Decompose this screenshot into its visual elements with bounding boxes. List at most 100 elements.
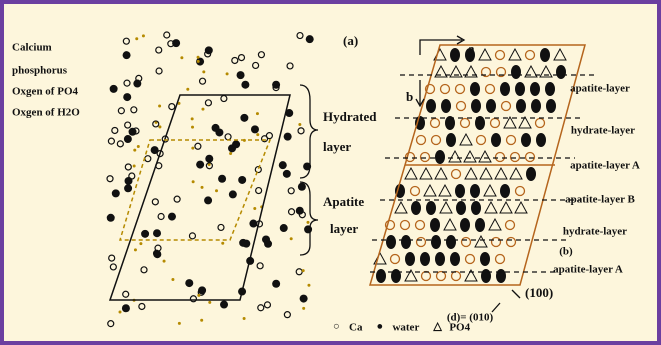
axis-label: b [406, 89, 413, 104]
layer-label: apatite-layer B [565, 194, 635, 206]
atom [133, 165, 136, 168]
water [545, 82, 555, 96]
atom [298, 183, 306, 191]
water [521, 133, 531, 147]
atom [171, 278, 174, 281]
atom [307, 284, 310, 287]
water [426, 99, 436, 113]
atom [172, 39, 180, 47]
atom [215, 189, 218, 192]
atom [238, 176, 246, 184]
legend: Calcium [12, 42, 52, 54]
atom [306, 35, 314, 43]
layer-label: apatite-layer [570, 83, 630, 95]
atom [240, 114, 248, 122]
atom [139, 242, 142, 245]
legend-label: Ca [349, 322, 363, 334]
atom [133, 149, 136, 152]
figure: Calcium phosphorus Oxgen of PO4 Oxgen of… [0, 0, 661, 345]
water [481, 269, 491, 283]
atom [153, 229, 161, 237]
atom [191, 147, 194, 150]
atom [221, 242, 224, 245]
axis-label: a [468, 41, 475, 56]
atom [300, 295, 308, 303]
atom [125, 177, 133, 185]
atom [204, 196, 212, 204]
atom [185, 279, 193, 287]
water [531, 99, 541, 113]
atom [191, 117, 194, 120]
atom [202, 70, 205, 73]
legend-symbol: ○ [333, 321, 340, 333]
atom [135, 37, 138, 40]
atom [302, 307, 305, 310]
atom [201, 108, 204, 111]
water [556, 65, 566, 79]
water [430, 218, 440, 232]
atom [197, 60, 200, 63]
atom [107, 214, 115, 222]
atom [137, 145, 140, 148]
atom [124, 135, 132, 143]
water [511, 65, 521, 79]
water [391, 269, 401, 283]
water [471, 201, 481, 215]
water [411, 201, 421, 215]
water [500, 184, 510, 198]
water [435, 252, 445, 266]
frame [2, 2, 659, 343]
atom [256, 112, 259, 115]
atom [142, 34, 145, 37]
water [376, 269, 386, 283]
atom [201, 186, 204, 189]
atom [296, 207, 304, 215]
legend: Oxgen of H2O [12, 107, 80, 119]
water [515, 82, 525, 96]
atom [123, 51, 131, 59]
layer-label: apatite-layer A [553, 264, 623, 276]
atom [251, 125, 259, 133]
water [470, 184, 480, 198]
legend: Oxgen of PO4 [12, 86, 78, 98]
atom [134, 248, 137, 251]
water [456, 201, 466, 215]
atom [280, 224, 288, 232]
layer-label: Apatite [323, 194, 364, 209]
atom [200, 319, 203, 322]
water [441, 99, 451, 113]
atom [158, 104, 161, 107]
atom [112, 189, 120, 197]
water [455, 184, 465, 198]
atom [205, 155, 213, 163]
layer-label: layer [323, 139, 351, 154]
atom [229, 190, 237, 198]
water [435, 150, 445, 164]
water [460, 218, 470, 232]
legend-symbol: △ [432, 321, 442, 333]
atom [198, 286, 206, 294]
atom [302, 269, 305, 272]
atom [186, 88, 189, 91]
layer-label: Hydrated [323, 109, 377, 124]
atom [197, 294, 200, 297]
atom [290, 237, 293, 240]
sub-label: (b) [559, 246, 573, 258]
footer-legend: ○Ca●water△PO4 [333, 321, 471, 334]
panel-label: (a) [343, 33, 358, 48]
plane-label: (100) [525, 285, 553, 300]
atom [196, 161, 204, 169]
atom [122, 304, 130, 312]
atom [249, 220, 257, 228]
water [540, 48, 550, 62]
atom [272, 280, 280, 288]
atom [229, 152, 232, 155]
layer-label: hydrate-layer [571, 125, 635, 137]
water [486, 99, 496, 113]
atom [232, 140, 240, 148]
atom [192, 180, 195, 183]
atom [241, 81, 249, 89]
water [530, 82, 540, 96]
atom [239, 239, 247, 247]
water [536, 133, 546, 147]
